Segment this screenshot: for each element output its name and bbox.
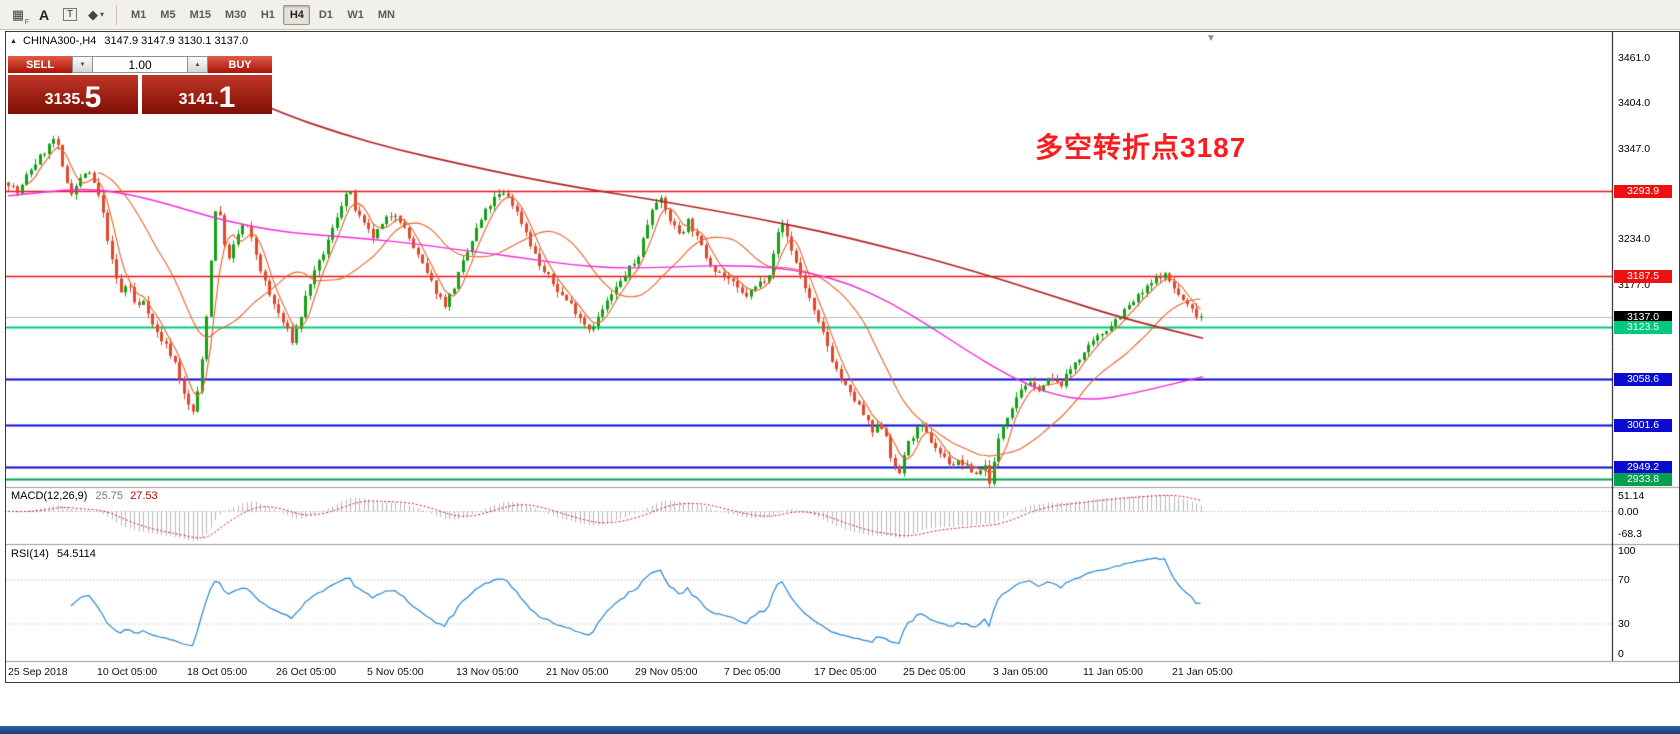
sell-price-main: 3135. (44, 91, 85, 108)
chart-annotation-text[interactable]: 多空转折点3187 (1035, 132, 1247, 163)
price-axis-label: 3404.0 (1618, 97, 1651, 110)
timeframe-m5-button[interactable]: M5 (160, 8, 176, 21)
time-axis-label: 5 Nov 05:00 (367, 666, 424, 678)
time-axis-label: 7 Dec 05:00 (724, 666, 781, 678)
price-line-badge: 3058.6 (1614, 373, 1672, 387)
chevron-down-icon: ▾ (99, 10, 104, 19)
timeframe-h4-button[interactable]: H4 (283, 4, 311, 25)
shapes-icon: ◆ (87, 6, 98, 22)
buy-price-big-digit: 1 (218, 81, 236, 115)
time-axis-label: 25 Sep 2018 (8, 666, 68, 678)
timeframe-mn-button[interactable]: MN (377, 8, 395, 21)
buy-price-main: 3141. (178, 91, 219, 108)
sell-price-big-digit: 5 (84, 81, 102, 115)
toolbar: ▦ F A T ◆ ▾ M1 M5 M15 M30 H1 H4 D1 W1 MN (0, 0, 1680, 30)
volume-input[interactable] (93, 56, 187, 73)
toolbar-separator (116, 4, 117, 25)
chart-window: ▲ CHINA300-,H4 3147.9 3147.9 3130.1 3137… (5, 31, 1680, 683)
font-a-icon: A (38, 6, 50, 23)
time-axis-label: 17 Dec 05:00 (814, 666, 877, 678)
time-axis-label: 26 Oct 05:00 (276, 666, 337, 678)
rsi-scale-label: 0 (1618, 648, 1624, 660)
time-axis-label: 18 Oct 05:00 (187, 666, 248, 678)
price-line-badge: 3001.6 (1614, 418, 1672, 432)
grid-pattern-icon: ▦ (11, 6, 25, 22)
timeframe-m15-button[interactable]: M15 (189, 8, 211, 21)
timeframe-m30-button[interactable]: M30 (224, 8, 247, 21)
rsi-name: RSI(14) (11, 548, 49, 560)
time-axis-label: 25 Dec 05:00 (903, 666, 966, 678)
price-axis-label: 3177.0 (1618, 278, 1651, 291)
volume-decrease-button[interactable]: ▼ (72, 56, 93, 73)
text-box-icon: T (62, 8, 78, 21)
price-line-badge: 3293.9 (1614, 185, 1672, 199)
macd-scale-label: -68.3 (1618, 528, 1642, 540)
expand-triangle-icon[interactable]: ▲ (10, 38, 17, 45)
timeframe-w1-button[interactable]: W1 (347, 8, 364, 21)
time-axis-label: 29 Nov 05:00 (635, 666, 698, 678)
chart-shift-marker-icon[interactable]: ▼ (1206, 33, 1216, 44)
rsi-value: 54.5114 (56, 548, 96, 560)
sell-button[interactable]: SELL (8, 56, 72, 73)
symbol-label: CHINA300-,H4 (23, 35, 97, 47)
time-axis-label: 3 Jan 05:00 (993, 666, 1048, 678)
shapes-tool-button[interactable]: ◆ ▾ (84, 4, 108, 26)
price-axis-label: 3347.0 (1618, 142, 1651, 155)
time-axis-label: 10 Oct 05:00 (97, 666, 158, 678)
buy-button[interactable]: BUY (208, 56, 272, 73)
symbol-ohlc-line: ▲ CHINA300-,H4 3147.9 3147.9 3130.1 3137… (10, 35, 248, 47)
rsi-scale-label: 100 (1618, 545, 1636, 557)
macd-scale-label: 51.14 (1618, 490, 1645, 502)
buy-price-display[interactable]: 3141. 1 (142, 75, 272, 114)
rsi-indicator-label: RSI(14) 54.5114 (11, 548, 96, 560)
chart-canvas[interactable] (6, 32, 1679, 682)
price-line-badge: 2933.8 (1614, 473, 1672, 487)
taskbar-strip (0, 726, 1680, 734)
rsi-scale-label: 70 (1618, 574, 1630, 586)
macd-signal-value: 27.53 (130, 490, 158, 502)
time-axis-label: 21 Jan 05:00 (1172, 666, 1233, 678)
current-price-badge: 3137.0 (1614, 310, 1672, 324)
time-axis-label: 11 Jan 05:00 (1083, 666, 1143, 678)
price-axis-label: 3234.0 (1618, 233, 1651, 246)
macd-scale-label: 0.00 (1618, 505, 1639, 518)
bid-ask-row: 3135. 5 3141. 1 (8, 75, 272, 114)
time-axis-label: 21 Nov 05:00 (546, 666, 609, 678)
pattern-tool-button[interactable]: ▦ F (6, 4, 30, 26)
price-line-badge: 3123.5 (1614, 321, 1672, 335)
macd-value: 25.75 (95, 490, 124, 502)
rsi-scale-label: 30 (1618, 618, 1630, 630)
sell-price-display[interactable]: 3135. 5 (8, 75, 138, 114)
timeframe-m1-button[interactable]: M1 (131, 8, 147, 21)
price-line-badge: 3187.5 (1614, 270, 1672, 284)
time-axis-label: 13 Nov 05:00 (456, 666, 519, 678)
timeframe-h1-button[interactable]: H1 (260, 8, 275, 21)
timeframe-d1-button[interactable]: D1 (318, 8, 333, 21)
ohlc-values: 3147.9 3147.9 3130.1 3137.0 (104, 35, 249, 47)
trade-controls-row: SELL ▼ ▲ BUY (8, 56, 272, 73)
one-click-trading-panel: SELL ▼ ▲ BUY 3135.5 3141.1 (8, 56, 272, 114)
font-tool-button[interactable]: A (32, 4, 56, 26)
text-label-tool-button[interactable]: T (58, 4, 82, 26)
volume-increase-button[interactable]: ▲ (187, 56, 208, 73)
macd-indicator-label: MACD(12,26,9) 25.75 27.53 (11, 490, 158, 502)
pattern-sub-label: F (24, 18, 29, 26)
price-axis-label: 3461.0 (1618, 51, 1651, 64)
price-line-badge: 2949.2 (1614, 460, 1672, 474)
macd-name: MACD(12,26,9) (11, 490, 88, 502)
